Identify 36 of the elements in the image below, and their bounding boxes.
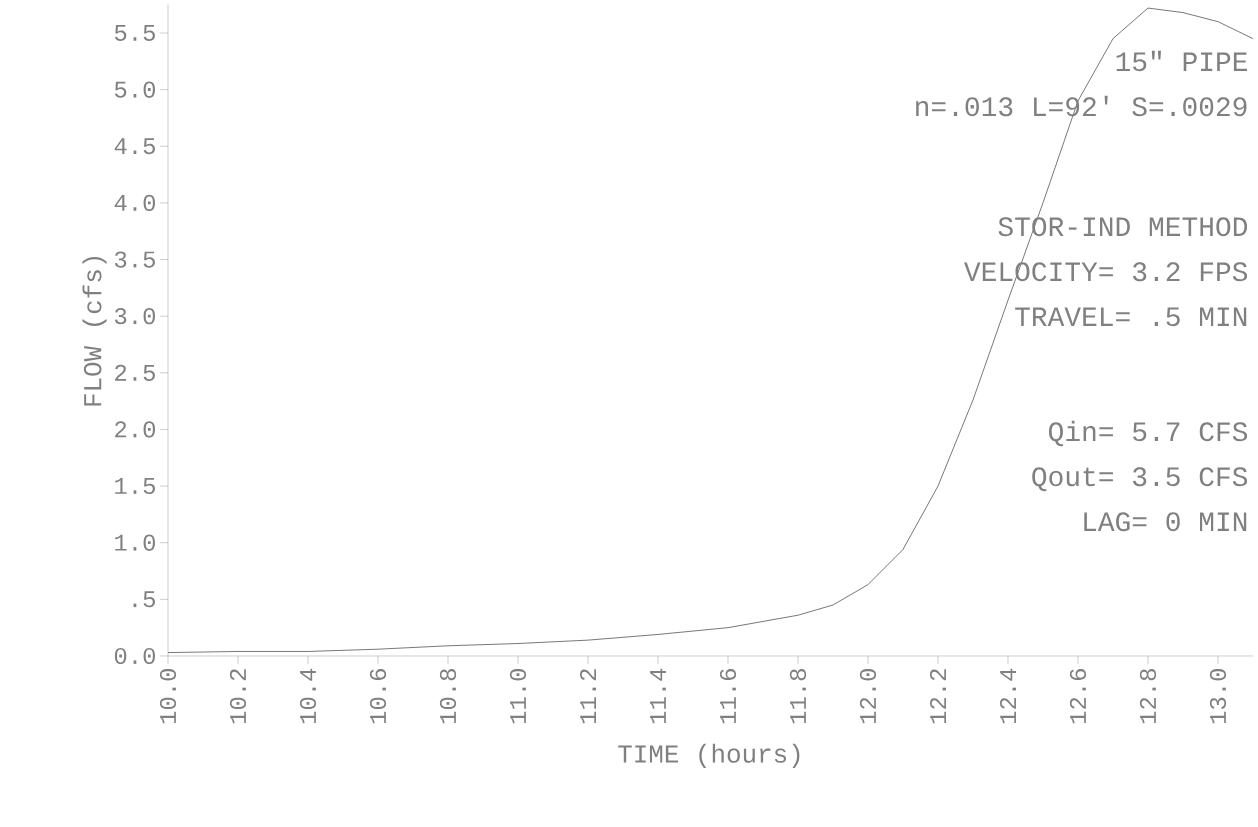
y-tick-label: 1.0 bbox=[115, 534, 156, 551]
x-tick-label: 11.0 bbox=[509, 668, 527, 724]
x-tick-label: 10.6 bbox=[369, 669, 387, 724]
x-tick-label: 12.4 bbox=[1000, 668, 1016, 724]
annotation: 15" PIPE bbox=[1116, 50, 1247, 72]
y-axis-title: FLOW (cfs) bbox=[82, 256, 107, 406]
x-tick-label: 11.6 bbox=[719, 669, 737, 724]
x-tick-label: 12.6 bbox=[1069, 669, 1087, 724]
y-tick-label: .5 bbox=[133, 591, 155, 608]
y-tick-label: 5.0 bbox=[114, 81, 156, 98]
x-tick-label: 11.8 bbox=[789, 669, 807, 724]
x-tick-label: 10.4 bbox=[299, 668, 317, 724]
x-tick-label: 12.2 bbox=[930, 669, 946, 724]
x-tick-label: 13.0 bbox=[1209, 668, 1227, 724]
y-tick-label: 2.5 bbox=[115, 364, 155, 381]
x-tick-label: 12.0 bbox=[859, 668, 877, 724]
y-tick-label: 1.5 bbox=[115, 478, 155, 495]
x-axis-title: TIME (hours) bbox=[618, 743, 800, 768]
annotation: TRAVEL= .5 MIN bbox=[1015, 307, 1247, 327]
y-tick-label: 0.0 bbox=[114, 647, 156, 665]
annotation: Qin= 5.7 CFS bbox=[1048, 420, 1248, 447]
y-tick-label: 3.0 bbox=[114, 308, 156, 325]
annotation: Qout= 3.5 CFS bbox=[1032, 467, 1248, 492]
y-tick-label: 4.0 bbox=[114, 194, 156, 212]
x-tick-label: 10.8 bbox=[439, 669, 457, 724]
y-tick-label: 3.5 bbox=[114, 251, 155, 268]
y-tick-label: 5.5 bbox=[114, 24, 155, 41]
y-tick-label: 4.5 bbox=[114, 138, 155, 155]
line-series bbox=[167, 7, 1254, 653]
x-tick-label: 11.2 bbox=[580, 669, 596, 724]
x-tick-label: 10.0 bbox=[159, 668, 177, 724]
annotation: LAG= 0 MIN bbox=[1084, 512, 1247, 532]
x-tick-label: 10.2 bbox=[229, 669, 247, 724]
x-tick-label: 12.8 bbox=[1139, 669, 1157, 724]
x-tick-label: 11.4 bbox=[650, 668, 666, 724]
y-tick-label: 2.0 bbox=[115, 421, 156, 438]
